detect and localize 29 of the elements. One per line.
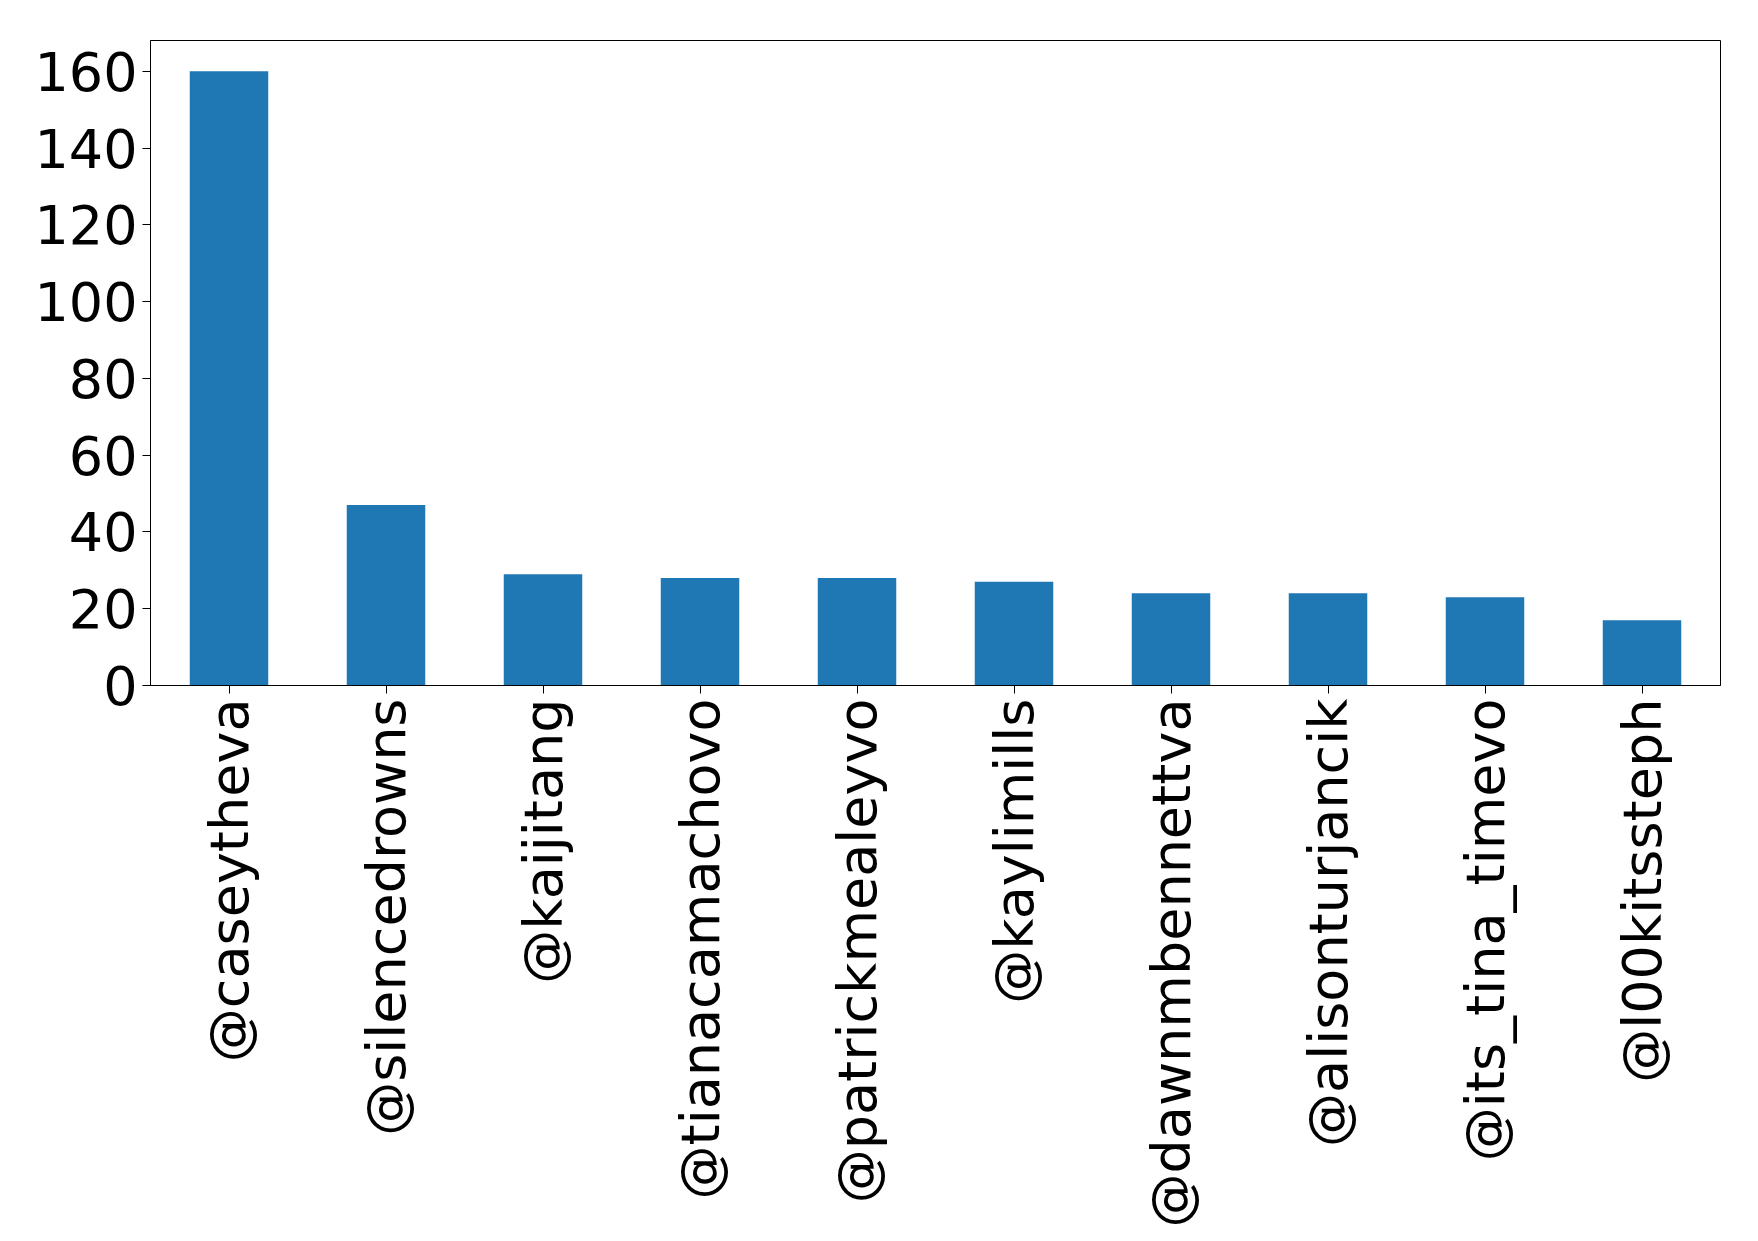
y-tick-label: 160	[34, 40, 138, 104]
y-tick-label: 60	[68, 424, 138, 488]
bar	[1131, 593, 1211, 686]
x-tick-label: @l00kitssteph	[1610, 698, 1674, 1083]
bar	[503, 574, 583, 686]
x-tick-label: @its_tina_timevo	[1453, 698, 1517, 1162]
x-tick-label: @caseytheva	[197, 698, 261, 1063]
bar	[346, 505, 426, 686]
x-tick-label: @silencedrowns	[354, 698, 418, 1136]
bar	[1288, 593, 1368, 686]
y-tick-label: 0	[103, 655, 138, 718]
y-tick-label: 140	[34, 117, 138, 181]
x-tick-label: @kaylimills	[982, 698, 1046, 1004]
bar	[660, 578, 740, 686]
bar	[1602, 620, 1682, 686]
x-tick-label: @tianacamachovo	[668, 698, 732, 1200]
bar	[189, 71, 269, 686]
x-tick-label: @patrickmealeyvo	[825, 698, 889, 1204]
y-tick-label: 20	[68, 578, 138, 642]
bar	[817, 578, 897, 686]
y-tick-label: 40	[68, 501, 138, 565]
bar	[974, 581, 1054, 686]
y-tick-label: 100	[34, 271, 138, 335]
bar	[1445, 597, 1525, 686]
x-tick-label: @kaijitang	[511, 698, 575, 984]
x-tick-label: @dawnmbennettva	[1139, 698, 1203, 1228]
x-tick-label: @alisonturjancik	[1296, 697, 1360, 1147]
y-tick-label: 120	[34, 194, 138, 258]
y-tick-label: 80	[68, 347, 138, 411]
